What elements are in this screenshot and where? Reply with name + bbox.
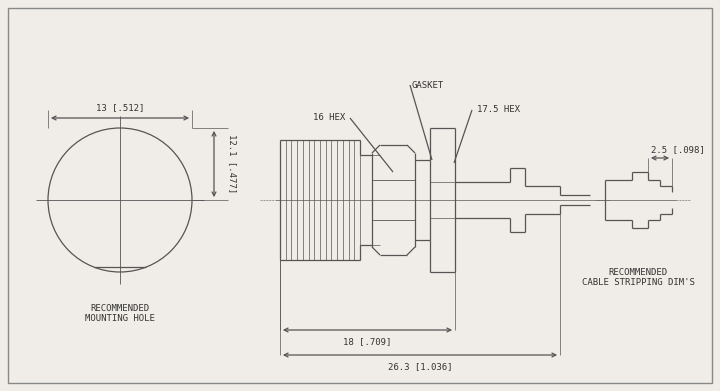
Text: 13 [.512]: 13 [.512] <box>96 104 144 113</box>
Text: GASKET: GASKET <box>412 81 444 90</box>
Text: 2.5 [.098]: 2.5 [.098] <box>651 145 705 154</box>
Text: 17.5 HEX: 17.5 HEX <box>477 106 520 115</box>
Text: 12.1 [.477]: 12.1 [.477] <box>228 135 236 194</box>
Text: RECOMMENDED
MOUNTING HOLE: RECOMMENDED MOUNTING HOLE <box>85 304 155 323</box>
Text: 18 [.709]: 18 [.709] <box>343 337 392 346</box>
Text: 16 HEX: 16 HEX <box>312 113 345 122</box>
Text: 26.3 [1.036]: 26.3 [1.036] <box>388 362 452 371</box>
Text: RECOMMENDED
CABLE STRIPPING DIM'S: RECOMMENDED CABLE STRIPPING DIM'S <box>582 268 694 287</box>
